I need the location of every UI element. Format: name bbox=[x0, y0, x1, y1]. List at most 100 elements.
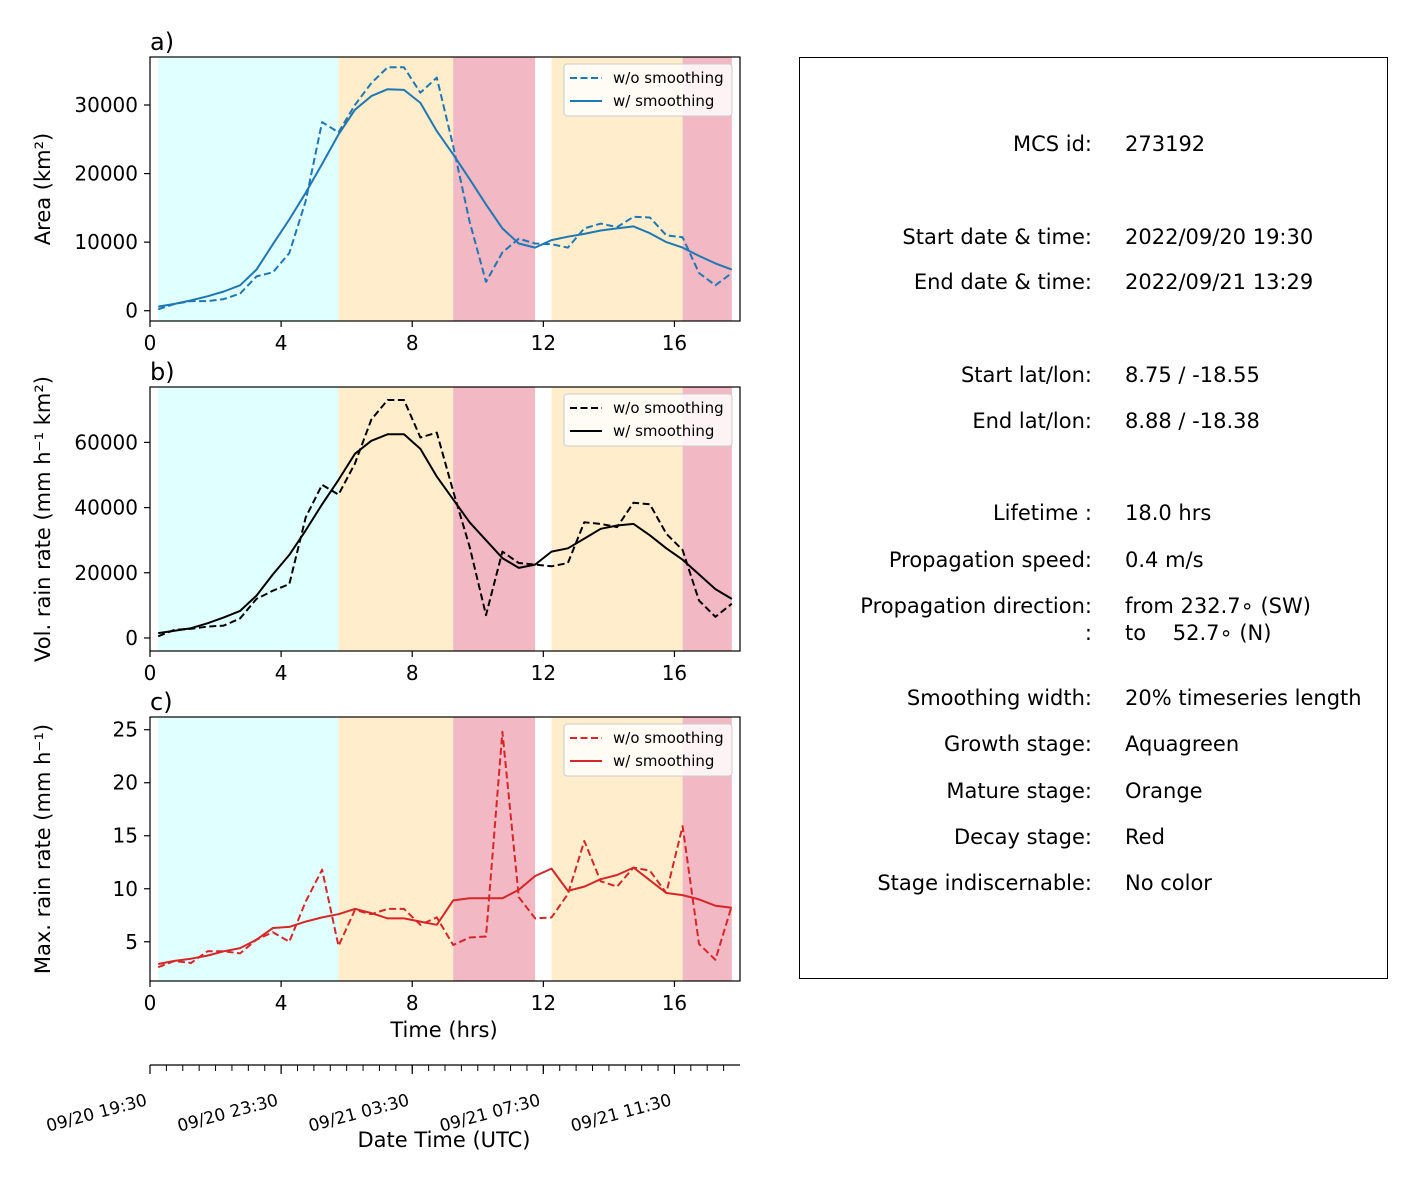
x-tick-label: 12 bbox=[531, 661, 556, 685]
smoothing-label: Smoothing width: bbox=[906, 686, 1092, 710]
panel-b: 0 4 8 12 16 0 20000 40000 60000 b) Vol. rain rate … bbox=[31, 358, 741, 685]
panel-a: 0 4 8 12 16 0 10000 20000 30000 a) Area (km²) w/o s… bbox=[31, 28, 741, 355]
stage-band-mature bbox=[338, 57, 454, 321]
x-tick-label: 4 bbox=[275, 331, 288, 355]
legend-label: w/ smoothing bbox=[613, 422, 714, 440]
x-tick-label: 16 bbox=[662, 331, 687, 355]
lifetime-label: Lifetime : bbox=[992, 501, 1092, 525]
legend-box bbox=[563, 63, 733, 117]
x-tick-label: 12 bbox=[531, 991, 556, 1015]
mcs-id-label: MCS id: bbox=[1012, 132, 1092, 156]
decay-label: Decay stage: bbox=[954, 825, 1092, 849]
x-tick-label: 16 bbox=[662, 991, 687, 1015]
legend-box bbox=[563, 723, 733, 777]
direction-from-value: from 232.7∘ (SW) bbox=[1125, 594, 1311, 618]
datetime-axis-label: Date Time (UTC) bbox=[358, 1128, 531, 1152]
end-time-value: 2022/09/21 13:29 bbox=[1125, 270, 1314, 294]
mature-label: Mature stage: bbox=[946, 779, 1092, 803]
indiscernable-label: Stage indiscernable: bbox=[877, 871, 1092, 895]
start-time-label: Start date & time: bbox=[902, 225, 1092, 249]
legend-label: w/ smoothing bbox=[613, 752, 714, 770]
direction-to-value: to 52.7∘ (N) bbox=[1125, 621, 1272, 645]
x-tick-label: 0 bbox=[144, 331, 157, 355]
series-smoothed-line bbox=[158, 88, 733, 308]
speed-label: Propagation speed: bbox=[888, 548, 1092, 572]
y-tick-label: 20 bbox=[113, 771, 138, 795]
series-smoothed-line bbox=[158, 433, 733, 635]
mature-value: Orange bbox=[1125, 779, 1203, 803]
x-tick-label: 12 bbox=[531, 331, 556, 355]
start-time-value: 2022/09/20 19:30 bbox=[1125, 225, 1314, 249]
end-latlon-value: 8.88 / -18.38 bbox=[1125, 409, 1260, 433]
axes-frame bbox=[149, 716, 741, 982]
y-tick-label: 25 bbox=[113, 718, 138, 742]
series-raw-line bbox=[157, 399, 733, 638]
growth-value: Aquagreen bbox=[1125, 732, 1240, 756]
legend-label: w/ smoothing bbox=[613, 92, 714, 110]
indiscernable-value: No color bbox=[1125, 871, 1212, 895]
legend-label: w/o smoothing bbox=[613, 729, 724, 747]
stage-band-decay bbox=[453, 57, 536, 321]
datetime-tick-label: 09/20 19:30 bbox=[44, 1091, 149, 1137]
mcs-id-value: 273192 bbox=[1125, 132, 1206, 156]
lifetime-value: 18.0 hrs bbox=[1125, 501, 1212, 525]
stage-band-growth bbox=[158, 57, 339, 321]
x-tick-label: 8 bbox=[406, 661, 419, 685]
axes-frame bbox=[149, 56, 741, 322]
datetime-axis: 09/20 19:30 09/20 23:30 09/21 03:30 09/21 0… bbox=[44, 1064, 740, 1152]
stage-band-growth bbox=[158, 387, 339, 651]
smoothing-value: 20% timeseries length bbox=[1125, 686, 1362, 710]
y-tick-label: 30000 bbox=[74, 93, 138, 117]
y-tick-label: 20000 bbox=[74, 561, 138, 585]
legend-label: w/o smoothing bbox=[613, 69, 724, 87]
datetime-tick-label: 09/20 23:30 bbox=[175, 1091, 280, 1137]
growth-label: Growth stage: bbox=[943, 732, 1092, 756]
start-latlon-label: Start lat/lon: bbox=[960, 363, 1092, 387]
legend: w/o smoothing w/ smoothing bbox=[563, 723, 733, 777]
legend: w/o smoothing w/ smoothing bbox=[563, 63, 733, 117]
direction-label: Propagation direction: bbox=[860, 594, 1092, 618]
series-raw-line bbox=[157, 66, 733, 311]
x-tick-label: 4 bbox=[275, 991, 288, 1015]
series-smoothed-line bbox=[158, 866, 732, 965]
direction-label-colon: : bbox=[1084, 621, 1092, 645]
y-tick-label: 15 bbox=[113, 824, 138, 848]
datetime-tick-label: 09/21 11:30 bbox=[569, 1091, 674, 1137]
y-tick-label: 5 bbox=[125, 930, 138, 954]
info-panel: MCS id: 273192 Start date & time: 2022/0… bbox=[799, 57, 1388, 979]
speed-value: 0.4 m/s bbox=[1125, 548, 1204, 572]
x-tick-label: 8 bbox=[406, 331, 419, 355]
panel-label: b) bbox=[150, 358, 175, 386]
y-axis-label: Vol. rain rate (mm h⁻¹ km²) bbox=[31, 376, 55, 662]
y-tick-label: 20000 bbox=[74, 162, 138, 186]
legend: w/o smoothing w/ smoothing bbox=[563, 393, 733, 447]
decay-value: Red bbox=[1125, 825, 1165, 849]
y-tick-label: 0 bbox=[125, 299, 138, 323]
y-tick-label: 60000 bbox=[74, 430, 138, 454]
stage-band-decay bbox=[453, 387, 536, 651]
panel-label: a) bbox=[150, 28, 174, 56]
panel-c: 0 4 8 12 16 5 10 15 20 25 c) Max. rain rate (mm h⁻¹… bbox=[31, 688, 741, 1042]
end-latlon-label: End lat/lon: bbox=[972, 409, 1092, 433]
y-tick-label: 10000 bbox=[74, 230, 138, 254]
stage-band-mature bbox=[338, 387, 454, 651]
legend-box bbox=[563, 393, 733, 447]
axes-frame bbox=[149, 386, 741, 652]
x-axis-label: Time (hrs) bbox=[389, 1018, 497, 1042]
x-tick-label: 8 bbox=[406, 991, 419, 1015]
y-tick-label: 40000 bbox=[74, 496, 138, 520]
stage-band-growth bbox=[158, 717, 339, 981]
end-time-label: End date & time: bbox=[913, 270, 1092, 294]
stage-band-decay bbox=[453, 717, 536, 981]
series-raw-line bbox=[157, 730, 733, 969]
stage-band-mature bbox=[338, 717, 454, 981]
y-axis-label: Max. rain rate (mm h⁻¹) bbox=[31, 724, 55, 974]
start-latlon-value: 8.75 / -18.55 bbox=[1125, 363, 1260, 387]
y-axis-label: Area (km²) bbox=[31, 133, 55, 245]
x-tick-label: 16 bbox=[662, 661, 687, 685]
legend-label: w/o smoothing bbox=[613, 399, 724, 417]
panel-label: c) bbox=[150, 688, 173, 716]
x-tick-label: 4 bbox=[275, 661, 288, 685]
y-tick-label: 0 bbox=[125, 626, 138, 650]
